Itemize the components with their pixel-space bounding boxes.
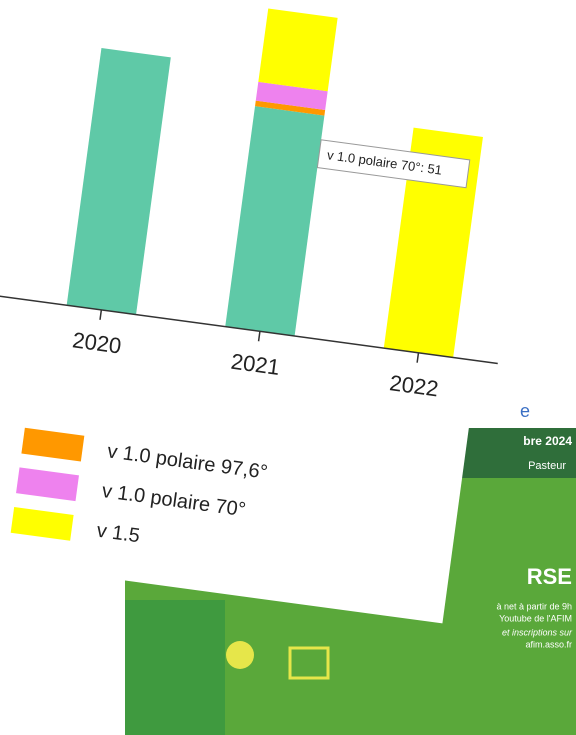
- bar-segment: [255, 81, 328, 111]
- bg-text: à net à partir de 9h: [496, 601, 572, 611]
- bg-text: e: [520, 401, 530, 421]
- bg-text: Youtube de l'AFIM: [499, 613, 572, 623]
- legend-swatch: [16, 467, 79, 502]
- banner-block: [125, 600, 225, 735]
- x-tick: [416, 352, 420, 363]
- gear-icon: [226, 641, 254, 669]
- x-axis: [0, 287, 498, 365]
- bar-segment: [255, 100, 326, 116]
- tooltip-box: [316, 139, 471, 189]
- bar-segment: [225, 106, 325, 337]
- card-bg: [0, 0, 538, 623]
- x-tick: [257, 331, 261, 342]
- bg-text: et inscriptions sur: [502, 627, 573, 637]
- legend-swatch: [10, 506, 74, 541]
- bar-segment: [66, 48, 171, 315]
- bg-text: bre 2024: [523, 434, 572, 448]
- legend-swatch: [21, 427, 85, 462]
- x-tick: [99, 309, 103, 320]
- bg-text: RSE: [527, 564, 572, 589]
- bg-text: Pasteur: [528, 460, 566, 472]
- screen-icon: [288, 646, 330, 680]
- bar-segment: [258, 8, 338, 92]
- bg-text: afim.asso.fr: [525, 639, 572, 649]
